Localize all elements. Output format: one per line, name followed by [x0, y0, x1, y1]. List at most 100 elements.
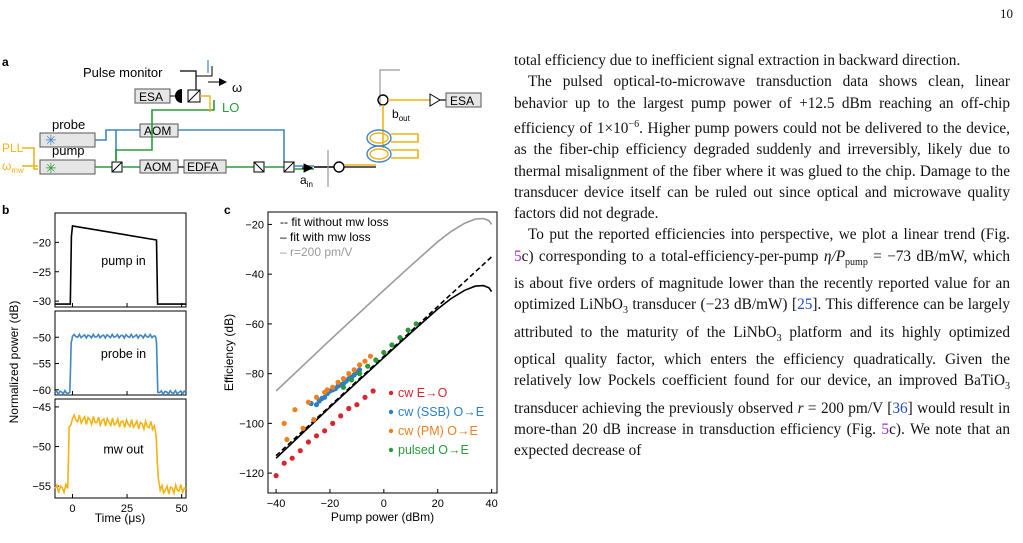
panel-c-legend-series-2: cw (PM) O→E	[398, 424, 478, 438]
panel-c-point	[273, 473, 279, 479]
panel-b-ytick-label: −50	[32, 332, 51, 344]
panel-c-point	[346, 405, 352, 412]
panel-c-xtick-label: 20	[432, 498, 444, 510]
panel-b-trace-mw-out	[54, 412, 187, 497]
panel-c-legend-line-1: – fit with mw loss	[280, 230, 371, 244]
panel-b-axes-2	[54, 398, 187, 499]
panel-c-point	[330, 420, 336, 426]
panel-b-trace-pump-in	[55, 224, 186, 305]
panel-b-trace-probe-in	[54, 332, 187, 396]
panel-c-point	[357, 362, 363, 368]
panel-c-legend-marker	[388, 447, 394, 453]
panel-c-point	[373, 357, 379, 363]
panel-c-ylabel: Efficiency (dB)	[222, 314, 236, 391]
panel-c-point	[322, 394, 328, 400]
panel-c-ytick-label: −60	[245, 319, 264, 331]
panel-c-xlabel: Pump power (dBm)	[331, 510, 434, 524]
panel-c-point	[284, 436, 290, 443]
pump-laser-star-icon: ✳	[45, 160, 57, 176]
panel-c-point	[397, 335, 403, 341]
panel-c-point	[365, 363, 371, 369]
panel-b-axes-0	[54, 212, 187, 308]
panel-c-point	[357, 367, 363, 373]
panel-c-point	[311, 417, 317, 423]
panel-c-point	[362, 358, 368, 364]
paragraph-0: total efficiency due to inefficient sign…	[514, 52, 961, 69]
panel-c-point	[335, 379, 341, 385]
probe-laser-star-icon: ✳	[45, 132, 57, 148]
panel-b-xtick-label: 50	[176, 503, 188, 515]
panel-b-trace-label: mw out	[103, 443, 144, 457]
svg-text:ESA: ESA	[450, 94, 474, 108]
svg-text:AOM: AOM	[144, 160, 171, 174]
panel-c-point	[281, 460, 287, 466]
panel-c-line-0	[275, 256, 493, 457]
panel-c-ytick-label: −40	[245, 269, 264, 281]
amplifier-icon	[429, 93, 441, 107]
a-in-label: ain	[300, 173, 313, 189]
panel-c-point	[281, 420, 287, 426]
figure-ref-1[interactable]: 5	[514, 247, 522, 265]
panel-c-point	[292, 407, 298, 413]
b-out-label: bout	[392, 107, 411, 123]
svg-text:ESA: ESA	[139, 90, 163, 104]
panel-b-ylabel: Normalized power (dB)	[7, 301, 21, 424]
photodiode-icon	[175, 89, 182, 103]
panel-c-point	[330, 384, 336, 390]
panel-c-legend-line-0: -- fit without mw loss	[280, 215, 389, 229]
panel-b-ytick-label: −55	[32, 359, 51, 371]
probe-label: probe	[52, 117, 85, 132]
panel-b-ytick-label: −60	[32, 385, 51, 397]
citation-36[interactable]: 36	[892, 399, 908, 417]
panel-c-legend-marker	[388, 428, 394, 434]
panel-c-point	[354, 402, 360, 408]
panel-c-xtick-label: 0	[381, 498, 387, 510]
panel-c-legend-series-3: pulsed O→E	[398, 443, 469, 457]
panel-b-xtick-label: 0	[69, 503, 75, 515]
circulator-lower-icon	[333, 161, 345, 173]
panel-b-axes-1	[54, 310, 187, 396]
panel-c-point	[289, 455, 295, 461]
panel-c-point	[381, 349, 387, 356]
panel-a-label: a	[2, 55, 9, 69]
panel-c-point	[322, 428, 328, 434]
panel-b-ytick-label: −30	[32, 296, 51, 308]
panel-c-point	[405, 327, 411, 333]
panel-c-line-1	[275, 284, 493, 459]
panel-c-point	[413, 321, 419, 327]
panel-c-ytick-label: −20	[245, 219, 264, 231]
omega-label: ω	[232, 80, 242, 95]
panel-b: b Normalized power (dB) Time (μs) −20 −25…	[2, 203, 188, 525]
panel-c-point	[313, 394, 320, 400]
panel-c-point	[313, 433, 320, 439]
panel-c-point	[313, 402, 320, 408]
panel-b-ytick-label: −55	[32, 481, 51, 493]
panel-c-legend-series-1: cw (SSB) O→E	[398, 405, 484, 419]
panel-c-xtick-label: 40	[485, 498, 497, 510]
citation-25[interactable]: 25	[797, 296, 813, 314]
panel-c-point	[340, 376, 346, 382]
panel-c-ytick-label: −100	[239, 418, 264, 430]
panel-b-trace-label: probe in	[101, 347, 146, 361]
panel-c-xtick-label: −40	[267, 498, 286, 510]
panel-c-axes	[267, 211, 498, 494]
panel-b-plots: −20 −25 −30 pump in −50 −55 −60 probe in −45 −50 −…	[32, 212, 188, 515]
pll-label: PLL	[2, 141, 24, 155]
panel-a-schematic: a PLL ωmw probe ✳ pump ✳ AOM AOM EDFA	[2, 55, 482, 189]
panel-c-point	[346, 371, 352, 377]
panel-c-point	[338, 413, 344, 419]
panel-c: c −40 −20 0 20 40 −20 −40 −60 −80 −100 −120 Pump po…	[222, 203, 498, 524]
panel-c-point	[348, 377, 355, 383]
panel-c-point	[370, 388, 376, 394]
figure-ref-2[interactable]: 5	[881, 421, 890, 439]
panel-c-legend-line-2: – r=200 pm/V	[280, 245, 352, 259]
esa-right	[445, 92, 482, 108]
panel-b-xtick-label: 25	[121, 503, 133, 515]
body-text: total efficiency due to inefficient sign…	[514, 50, 1010, 462]
panel-c-point	[351, 367, 357, 373]
panel-c-point	[300, 425, 306, 431]
svg-text:AOM: AOM	[144, 124, 171, 138]
panel-b-ytick-label: −45	[32, 402, 51, 414]
panel-c-xtick-label: −20	[321, 498, 340, 510]
panel-b-label: b	[2, 203, 9, 217]
